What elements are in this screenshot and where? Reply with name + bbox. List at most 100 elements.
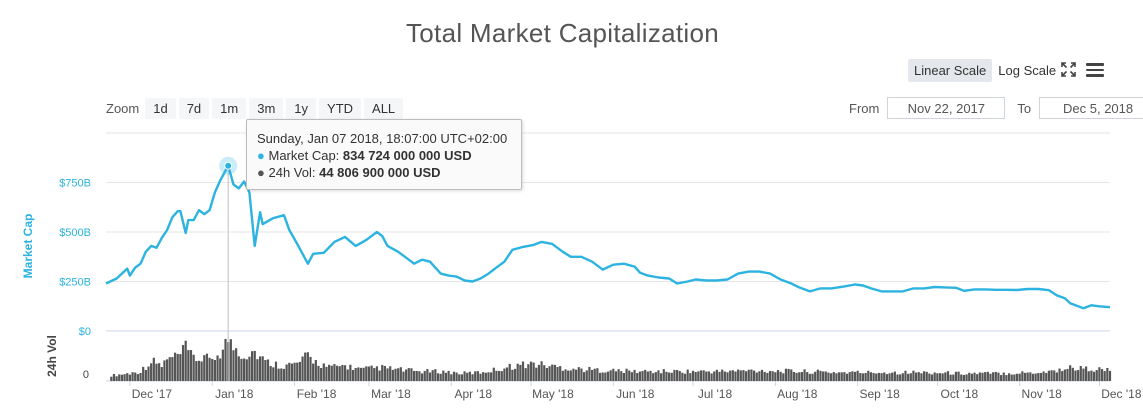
volume-bar: [330, 365, 333, 381]
volume-bar: [458, 374, 461, 381]
zoom-1d-button[interactable]: 1d: [145, 98, 176, 119]
volume-bar: [782, 373, 785, 381]
volume-bar: [1069, 365, 1072, 381]
expand-icon[interactable]: [1061, 62, 1076, 77]
volume-bar: [290, 363, 294, 381]
volume-bar: [893, 371, 896, 381]
volume-bar: [237, 356, 240, 381]
volume-bar: [660, 373, 663, 381]
volume-bar: [354, 368, 357, 381]
volume-bar: [806, 372, 809, 381]
volume-bar: [752, 370, 756, 381]
volume-bar: [370, 365, 373, 381]
volume-bar: [665, 371, 668, 381]
from-date-input[interactable]: [887, 97, 1006, 119]
menu-icon[interactable]: [1086, 63, 1104, 77]
volume-bar: [588, 366, 591, 381]
volume-bar: [1077, 370, 1080, 381]
linear-scale-button[interactable]: Linear Scale: [908, 59, 993, 82]
volume-bar: [912, 370, 915, 381]
volume-bar: [367, 366, 371, 381]
tooltip-volume-label: 24h Vol:: [268, 165, 316, 180]
volume-bar: [654, 372, 657, 381]
volume-bar: [880, 373, 883, 381]
volume-bar: [989, 373, 992, 381]
zoom-ytd-button[interactable]: YTD: [319, 98, 362, 119]
volume-bar: [1053, 370, 1056, 381]
volume-bar: [1047, 370, 1051, 381]
volume-bar: [811, 373, 814, 381]
zoom-1m-button[interactable]: 1m: [212, 98, 247, 119]
volume-bar: [171, 357, 174, 381]
volume-bar: [954, 371, 958, 381]
volume-bar: [256, 359, 259, 381]
volume-bar: [739, 370, 742, 381]
volume-bar: [766, 372, 769, 381]
log-scale-button[interactable]: Log Scale: [998, 63, 1057, 78]
volume-bar: [962, 374, 966, 381]
volume-bar: [946, 371, 950, 381]
volume-bar: [1021, 371, 1024, 381]
volume-bar: [205, 353, 209, 381]
volume-bar: [466, 372, 469, 381]
market-cap-dot-icon: ●: [257, 148, 265, 163]
volume-bar: [997, 372, 1000, 381]
volume-bar: [269, 366, 272, 381]
volume-bar: [986, 371, 989, 381]
volume-bar: [537, 364, 541, 381]
volume-bar: [622, 373, 626, 381]
volume-bar: [710, 373, 713, 381]
volume-bar: [1092, 371, 1096, 381]
volume-bar: [447, 370, 450, 381]
volume-bar: [187, 350, 190, 381]
volume-bar: [381, 365, 384, 381]
volume-bar: [500, 371, 503, 381]
volume-bar: [521, 361, 525, 381]
volume-bar: [915, 372, 918, 381]
volume-bar: [136, 374, 139, 381]
x-tick-label: Jan '18: [215, 387, 254, 401]
volume-bar: [304, 352, 307, 381]
volume-bar: [819, 370, 822, 381]
zoom-1y-button[interactable]: 1y: [286, 98, 317, 119]
volume-bar: [513, 368, 517, 381]
volume-bar: [1018, 373, 1021, 381]
volume-bar: [296, 362, 299, 381]
volume-bar: [402, 371, 405, 381]
volume-bar: [973, 372, 976, 381]
volume-bar: [604, 372, 607, 381]
volume-bar: [423, 370, 426, 381]
y-tick-label: $500B: [59, 227, 91, 239]
volume-bar: [224, 338, 227, 381]
volume-bar: [203, 355, 206, 381]
volume-bar: [859, 373, 862, 381]
volume-bar: [872, 373, 875, 381]
zoom-7d-button[interactable]: 7d: [178, 98, 210, 119]
volume-bar: [1071, 367, 1074, 381]
volume-bar: [301, 356, 304, 381]
volume-bar: [598, 372, 602, 381]
volume-bar: [808, 373, 811, 381]
volume-bar: [1002, 372, 1005, 381]
zoom-all-button[interactable]: ALL: [364, 98, 404, 119]
volume-bar: [952, 374, 955, 381]
volume-bar: [277, 368, 280, 381]
volume-bar: [165, 359, 169, 381]
volume-bar: [984, 372, 987, 381]
volume-bar: [731, 370, 734, 381]
volume-bar: [431, 370, 434, 381]
volume-bar: [1103, 371, 1106, 381]
volume-bar: [1082, 368, 1085, 381]
to-date-input[interactable]: [1039, 97, 1143, 119]
x-tick-label: Aug '18: [777, 387, 818, 401]
y-tick-label: $750B: [59, 178, 91, 190]
volume-bar: [405, 369, 408, 381]
zoom-3m-button[interactable]: 3m: [249, 98, 284, 119]
volume-bar: [134, 372, 137, 381]
volume-bar: [628, 370, 631, 381]
volume-bar: [606, 371, 610, 381]
volume-bar: [208, 357, 211, 381]
x-tick-label: Dec '17: [132, 387, 173, 401]
volume-bar: [1050, 370, 1053, 381]
x-tick-label: Feb '18: [297, 387, 337, 401]
